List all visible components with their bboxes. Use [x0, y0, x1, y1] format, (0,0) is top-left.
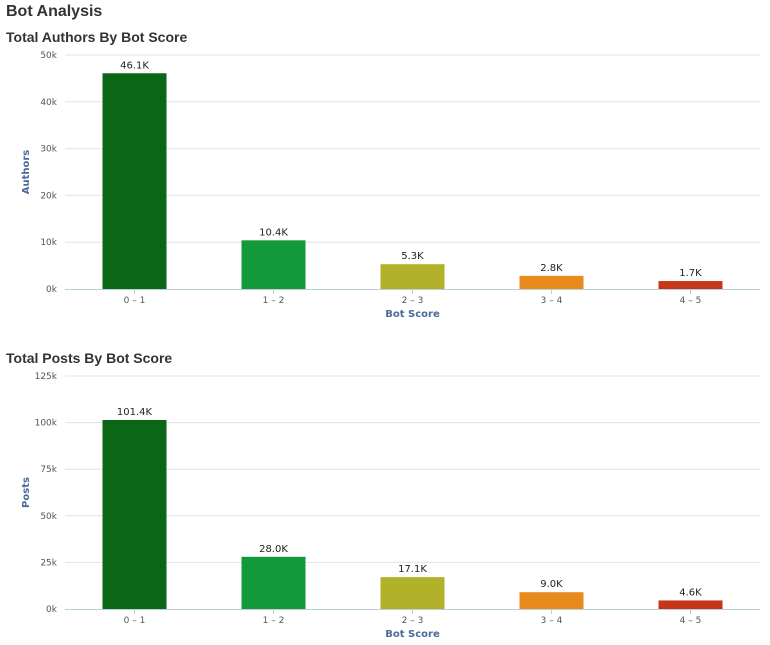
- authors-bar-chart: 0k 10k 20k 30k 40k 50k 46.1K 0 – 1 10.4K 1 – 2 5.3…: [21, 51, 760, 320]
- bar[interactable]: [102, 419, 167, 609]
- bar[interactable]: [519, 275, 584, 289]
- x-tick-label: 4 – 5: [680, 296, 702, 306]
- posts-chart-title: Total Posts By Bot Score: [6, 350, 173, 366]
- bar[interactable]: [380, 264, 445, 289]
- x-tick-label: 3 – 4: [541, 616, 563, 626]
- page-title: Bot Analysis: [6, 3, 103, 20]
- posts-bar-chart: 0k 25k 50k 75k 100k 125k 101.4K 0 – 1 28.0K 1 – 2…: [21, 372, 760, 640]
- y-tick-label: 25k: [40, 558, 57, 568]
- data-label: 46.1K: [120, 60, 149, 71]
- y-tick-label: 0k: [46, 285, 58, 295]
- x-tick-label: 2 – 3: [402, 296, 424, 306]
- data-label: 17.1K: [398, 564, 427, 575]
- data-label: 1.7K: [679, 268, 702, 279]
- y-tick-label: 50k: [40, 512, 57, 522]
- y-axis-title: Authors: [21, 150, 32, 195]
- data-label: 101.4K: [117, 407, 153, 418]
- bar[interactable]: [102, 73, 167, 289]
- data-label: 2.8K: [540, 263, 563, 274]
- data-label: 4.6K: [679, 587, 702, 598]
- y-tick-label: 20k: [40, 191, 57, 201]
- x-tick-label: 4 – 5: [680, 616, 702, 626]
- x-tick-label: 3 – 4: [541, 296, 563, 306]
- x-tick-label: 0 – 1: [124, 616, 146, 626]
- y-tick-label: 30k: [40, 145, 57, 155]
- y-tick-label: 40k: [40, 98, 57, 108]
- data-label: 9.0K: [540, 579, 563, 590]
- y-tick-label: 100k: [35, 419, 58, 429]
- data-label: 10.4K: [259, 227, 288, 238]
- x-tick-label: 0 – 1: [124, 296, 146, 306]
- data-label: 5.3K: [401, 251, 424, 262]
- bar[interactable]: [658, 281, 723, 289]
- authors-chart-title: Total Authors By Bot Score: [6, 29, 188, 45]
- x-tick-label: 1 – 2: [263, 616, 285, 626]
- bar[interactable]: [241, 556, 306, 609]
- x-tick-label: 2 – 3: [402, 616, 424, 626]
- x-axis-title: Bot Score: [385, 309, 440, 320]
- y-tick-label: 0k: [46, 605, 58, 615]
- bar[interactable]: [380, 577, 445, 609]
- y-axis-title: Posts: [21, 477, 32, 508]
- y-tick-label: 10k: [40, 238, 57, 248]
- bar[interactable]: [658, 600, 723, 609]
- y-tick-label: 50k: [40, 51, 57, 61]
- data-label: 28.0K: [259, 544, 288, 555]
- x-tick-label: 1 – 2: [263, 296, 285, 306]
- y-tick-label: 125k: [35, 372, 58, 382]
- bar[interactable]: [241, 240, 306, 289]
- y-tick-label: 75k: [40, 465, 57, 475]
- x-axis-title: Bot Score: [385, 629, 440, 640]
- bar[interactable]: [519, 592, 584, 609]
